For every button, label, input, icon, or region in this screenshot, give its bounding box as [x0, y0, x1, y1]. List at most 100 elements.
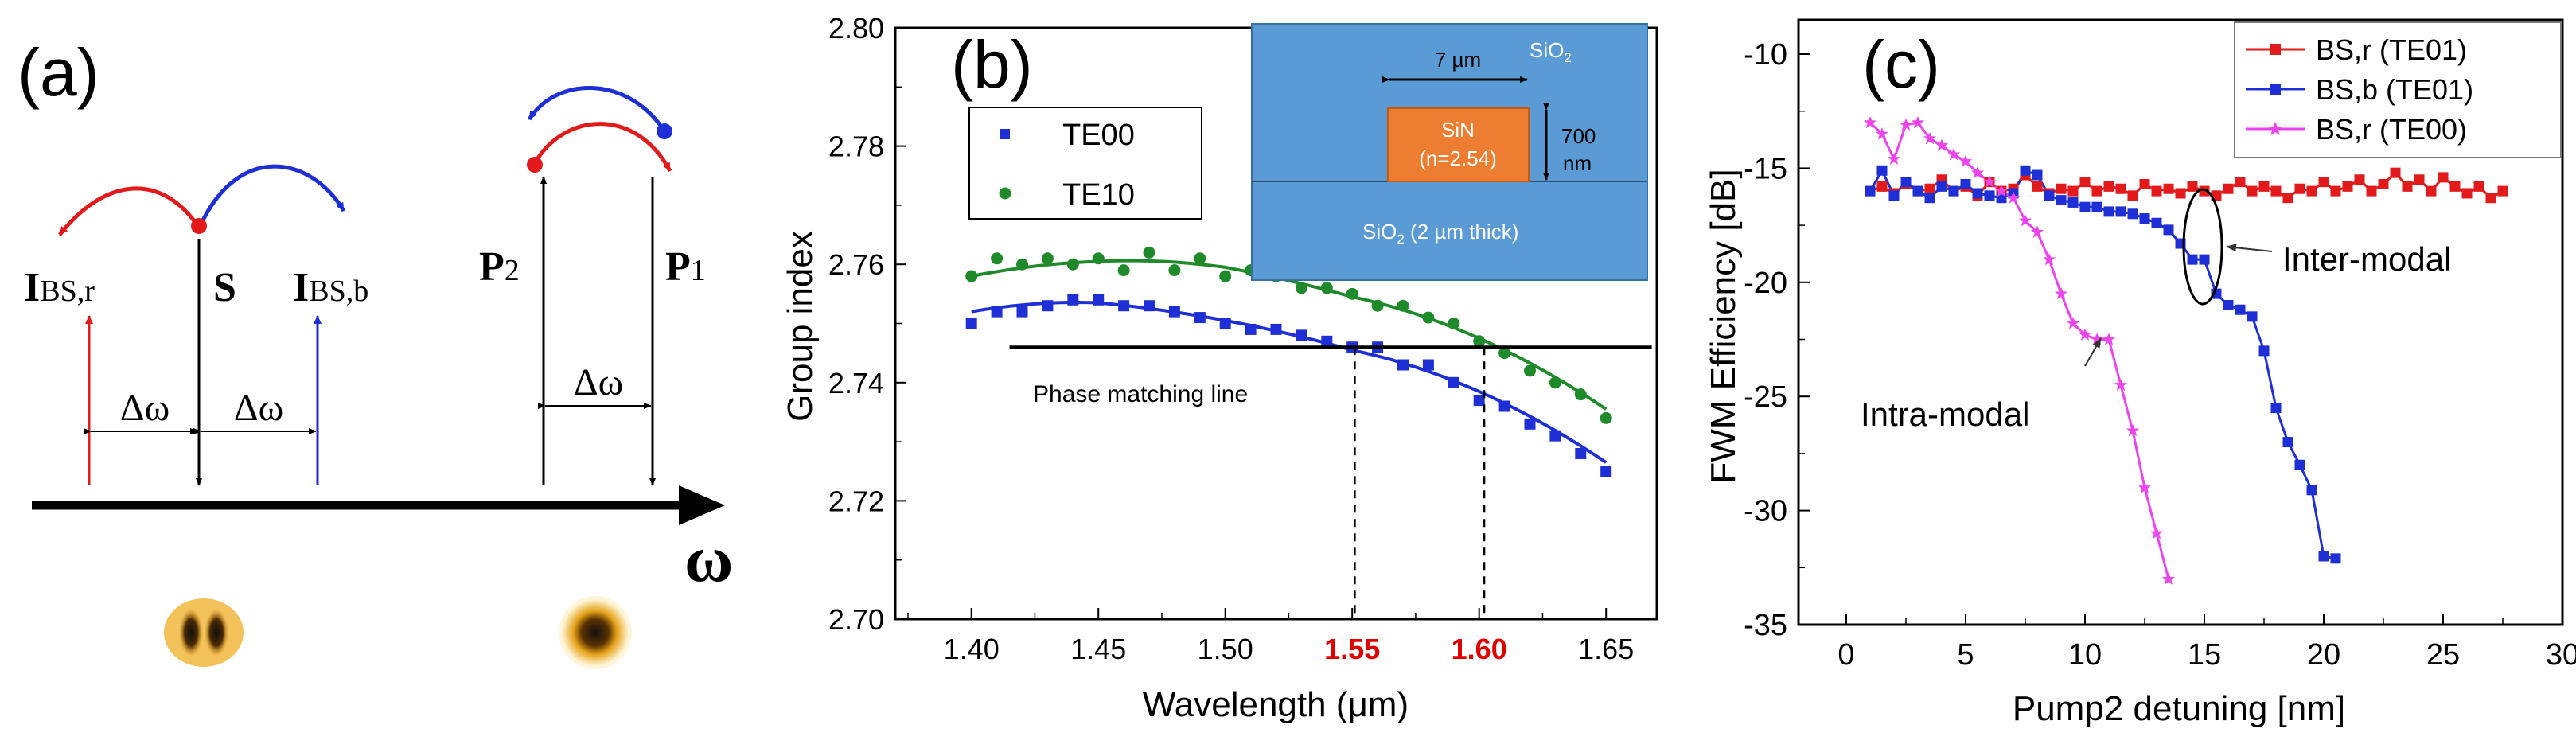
point-series-0	[2103, 181, 2114, 192]
series-line-1	[1869, 168, 2336, 560]
core-label-2: (n=2.54)	[1419, 146, 1497, 170]
c-ytick-label: -30	[1744, 495, 1787, 528]
point-series-2	[2042, 253, 2056, 266]
c-xtick-label: 5	[1957, 638, 1974, 672]
point-series-1	[2091, 201, 2102, 212]
point-series-1	[2079, 201, 2091, 212]
point-series-0	[2485, 193, 2496, 204]
point-te00	[1144, 300, 1155, 312]
inter-modal-ellipse	[2182, 188, 2223, 306]
point-series-1	[2330, 553, 2341, 564]
label-p1: P1	[665, 244, 706, 290]
point-te10	[1320, 282, 1333, 294]
c-xtick-label: 0	[1837, 638, 1854, 672]
inter-modal-arrow	[2226, 244, 2273, 252]
point-series-0	[2449, 181, 2461, 192]
point-series-1	[2235, 304, 2246, 315]
point-series-2	[1911, 115, 1925, 129]
b-legend: TE00 TE10	[968, 107, 1202, 220]
legend-label-bsr-te00: BS,r (TE00)	[2316, 113, 2467, 146]
inter-modal-label: Inter-modal	[2282, 240, 2451, 278]
b-ytick-label: 2.74	[828, 367, 884, 399]
point-te00	[1600, 466, 1612, 477]
point-te00	[1270, 323, 1282, 335]
point-te10	[1371, 299, 1384, 312]
legend-marker-te00	[1000, 129, 1010, 139]
sio2-bottom-label: SiO2 (2 µm thick)	[1362, 220, 1518, 247]
point-series-0	[1924, 183, 1935, 194]
panel-label-c: (c)	[1862, 27, 1940, 102]
point-series-1	[1984, 190, 1995, 201]
label-p2: P2	[479, 244, 520, 290]
b-xtick-label: 1.55	[1324, 633, 1380, 665]
point-series-1	[2139, 213, 2150, 224]
point-te00	[1473, 395, 1485, 407]
point-te00	[1219, 318, 1231, 329]
point-te10	[1498, 347, 1511, 360]
b-ticks: 1.40 1.45 1.50 1.55 1.60 1.65 2.70 2.72 2.74 2.76…	[828, 12, 1634, 665]
b-legend-box	[968, 107, 1202, 220]
panel-b: (b) 1.40 1.45 1.50 1.55 1.60 1.65 2.70 2.72 2.74…	[781, 12, 1658, 724]
height-label-2: nm	[1563, 151, 1592, 175]
point-series-0	[2318, 177, 2329, 188]
sin-core	[1387, 107, 1530, 182]
legend-marker-bsr-te01	[2270, 44, 2281, 55]
waveguide-inset: SiN (n=2.54) 7 µm 700 nm SiO2 SiO2 (2 µm…	[1251, 23, 1648, 281]
point-series-0	[2461, 188, 2473, 199]
b-xtick-label: 1.40	[944, 633, 1000, 665]
c-ylabel: FWM Efficiency [dB]	[1704, 169, 1743, 483]
b-fits	[971, 259, 1608, 464]
c-ytick-label: -35	[1744, 609, 1787, 642]
point-series-0	[2187, 181, 2198, 192]
point-series-0	[2438, 172, 2449, 183]
point-te10	[1219, 270, 1232, 282]
point-series-0	[2223, 183, 2234, 194]
point-te10	[1143, 246, 1155, 259]
point-series-0	[2306, 185, 2317, 197]
point-series-0	[2354, 174, 2365, 185]
height-label-1: 700	[1561, 124, 1596, 148]
point-te10	[1549, 376, 1561, 389]
delta-omega-3: Δω	[574, 361, 623, 403]
point-series-0	[2247, 185, 2258, 197]
intra-modal-arrow	[2084, 337, 2102, 367]
point-te00	[1296, 329, 1307, 341]
point-te00	[1498, 400, 1510, 412]
core-label-1: SiN	[1441, 118, 1475, 142]
c-ytick-label: -15	[1744, 152, 1787, 185]
delta-omega-2: Δω	[234, 387, 283, 429]
point-series-0	[2139, 178, 2150, 189]
point-te00	[1448, 376, 1459, 388]
point-series-1	[2103, 206, 2114, 217]
point-series-1	[1972, 188, 1983, 199]
point-series-0	[2390, 167, 2401, 178]
point-te10	[1422, 311, 1435, 324]
point-te00	[1067, 294, 1079, 306]
point-series-0	[2426, 185, 2437, 197]
point-te10	[1194, 252, 1206, 265]
b-ytick-label: 2.72	[828, 485, 884, 517]
point-series-1	[1865, 185, 1876, 197]
c-xtick-label: 25	[2426, 638, 2460, 672]
point-series-1	[2115, 206, 2126, 217]
point-te10	[991, 252, 1004, 265]
point-series-0	[2378, 178, 2389, 189]
point-series-0	[2067, 185, 2079, 197]
omega-axis-label: ω	[684, 522, 733, 596]
c-legend: BS,r (TE01) BS,b (TE01) BS,r (TE00)	[2234, 21, 2562, 158]
point-te00	[1575, 447, 1587, 459]
panel-a: (a) ω Δω Δω Δω IBS,r S IBS,b	[18, 35, 733, 669]
point-series-1	[2067, 197, 2079, 208]
point-te00	[1093, 294, 1105, 306]
b-xtick-label: 1.50	[1198, 633, 1253, 665]
b-ytick-label: 2.70	[828, 603, 884, 636]
point-series-1	[1996, 193, 2007, 204]
b-phase-matching	[1009, 345, 1652, 619]
point-series-1	[1936, 181, 1947, 192]
point-series-0	[2294, 183, 2305, 194]
point-series-0	[2056, 183, 2067, 194]
mode-profile-te10	[164, 598, 244, 667]
point-series-1	[1900, 177, 1912, 188]
plot-frame-c	[1797, 18, 2564, 626]
